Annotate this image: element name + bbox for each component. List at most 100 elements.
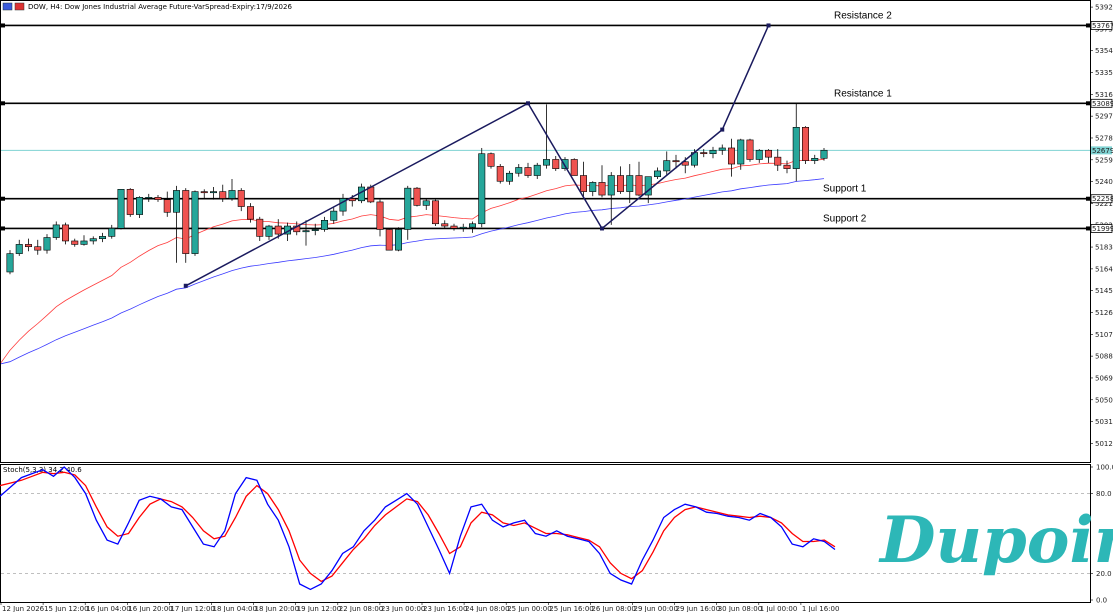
- main-plot-area[interactable]: [0, 0, 1091, 463]
- candle[interactable]: [311, 223, 319, 236]
- candle[interactable]: [542, 104, 550, 169]
- level-handle-right[interactable]: [1086, 101, 1090, 106]
- candle[interactable]: [52, 221, 60, 240]
- candle[interactable]: [496, 164, 504, 184]
- candle[interactable]: [163, 191, 171, 217]
- candle[interactable]: [598, 165, 606, 198]
- candle[interactable]: [792, 103, 800, 182]
- candle[interactable]: [145, 193, 153, 202]
- candle[interactable]: [570, 158, 578, 176]
- level-handle-left[interactable]: [1, 196, 5, 201]
- candle[interactable]: [117, 189, 125, 230]
- candle[interactable]: [524, 162, 532, 178]
- bull-candle-body: [515, 167, 523, 174]
- candle[interactable]: [136, 196, 144, 219]
- pattern-anchor-point[interactable]: [720, 127, 725, 132]
- candle[interactable]: [663, 151, 671, 176]
- candle[interactable]: [746, 138, 754, 162]
- candle[interactable]: [404, 185, 412, 240]
- candle[interactable]: [431, 199, 439, 227]
- candle[interactable]: [339, 193, 347, 216]
- candle[interactable]: [801, 126, 809, 165]
- candle[interactable]: [265, 224, 273, 240]
- candle[interactable]: [274, 219, 282, 239]
- candle[interactable]: [561, 157, 569, 171]
- candle[interactable]: [505, 170, 513, 185]
- candle[interactable]: [89, 236, 97, 245]
- candle[interactable]: [700, 149, 708, 158]
- candle[interactable]: [552, 156, 560, 171]
- candle[interactable]: [468, 221, 476, 233]
- pattern-anchor-point[interactable]: [766, 23, 771, 28]
- candle[interactable]: [191, 190, 199, 256]
- candle[interactable]: [330, 207, 338, 224]
- pattern-anchor-point[interactable]: [600, 226, 604, 231]
- candle[interactable]: [24, 238, 32, 252]
- candle[interactable]: [126, 188, 134, 217]
- candle[interactable]: [219, 184, 227, 202]
- candle[interactable]: [108, 224, 116, 239]
- candle[interactable]: [441, 220, 449, 229]
- candle[interactable]: [6, 250, 14, 275]
- candle[interactable]: [820, 147, 828, 161]
- candle[interactable]: [616, 166, 624, 194]
- pattern-anchor-point[interactable]: [183, 283, 188, 288]
- candle[interactable]: [783, 160, 791, 174]
- candle[interactable]: [718, 144, 726, 155]
- candle[interactable]: [450, 223, 458, 231]
- candle[interactable]: [34, 239, 42, 255]
- candle[interactable]: [755, 149, 763, 163]
- candle[interactable]: [478, 147, 486, 228]
- level-handle-left[interactable]: [1, 101, 5, 106]
- candle[interactable]: [302, 220, 310, 246]
- candle[interactable]: [589, 181, 597, 197]
- candle[interactable]: [43, 234, 51, 254]
- candle[interactable]: [487, 152, 495, 169]
- level-handle-right[interactable]: [1086, 196, 1090, 201]
- chart-menu-icon[interactable]: [2, 2, 13, 11]
- candle[interactable]: [154, 195, 162, 202]
- candle[interactable]: [173, 185, 181, 263]
- candle[interactable]: [607, 172, 615, 225]
- candle[interactable]: [626, 164, 634, 204]
- candle[interactable]: [764, 149, 772, 163]
- candle[interactable]: [376, 199, 384, 237]
- candle[interactable]: [385, 228, 393, 251]
- candle[interactable]: [320, 216, 328, 232]
- candle[interactable]: [635, 161, 643, 197]
- candle[interactable]: [200, 189, 208, 199]
- candle[interactable]: [737, 138, 745, 170]
- candle[interactable]: [256, 216, 264, 241]
- candle[interactable]: [237, 188, 245, 212]
- candle[interactable]: [15, 239, 23, 256]
- candle[interactable]: [413, 187, 421, 207]
- candle[interactable]: [394, 227, 402, 252]
- candle[interactable]: [210, 187, 218, 200]
- bull-candle-body: [265, 225, 273, 237]
- candle[interactable]: [80, 235, 88, 246]
- candle[interactable]: [672, 154, 680, 169]
- pattern-anchor-point[interactable]: [526, 101, 530, 106]
- candle[interactable]: [71, 238, 79, 247]
- candle[interactable]: [99, 232, 107, 243]
- candle[interactable]: [811, 154, 819, 165]
- level-handle-right[interactable]: [1086, 226, 1090, 231]
- candle[interactable]: [228, 178, 236, 201]
- candle[interactable]: [247, 203, 255, 223]
- candle[interactable]: [653, 167, 661, 179]
- candle[interactable]: [774, 149, 782, 171]
- candle[interactable]: [422, 198, 430, 210]
- candle[interactable]: [61, 222, 69, 245]
- level-handle-left[interactable]: [1, 226, 5, 231]
- level-handle-left[interactable]: [1, 23, 5, 28]
- candle[interactable]: [709, 146, 717, 159]
- level-handle-right[interactable]: [1086, 23, 1090, 28]
- candle[interactable]: [182, 188, 190, 263]
- candle[interactable]: [515, 164, 523, 177]
- bear-candle-body: [700, 152, 708, 155]
- candle[interactable]: [727, 138, 735, 177]
- candle[interactable]: [579, 161, 587, 197]
- candle[interactable]: [533, 162, 541, 179]
- candle[interactable]: [459, 223, 467, 232]
